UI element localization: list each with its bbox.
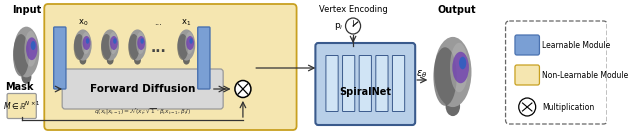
FancyBboxPatch shape [392,55,404,112]
Ellipse shape [79,56,86,65]
Text: ...: ... [150,41,166,55]
Ellipse shape [459,57,467,69]
FancyBboxPatch shape [54,27,66,89]
FancyBboxPatch shape [62,69,223,109]
Ellipse shape [183,56,190,65]
FancyBboxPatch shape [515,35,540,55]
Ellipse shape [129,29,147,61]
Text: x$_1$: x$_1$ [181,18,191,29]
Ellipse shape [31,41,36,50]
Text: p$_i$: p$_i$ [334,21,344,32]
Ellipse shape [21,69,31,84]
Ellipse shape [101,29,119,61]
Ellipse shape [434,37,472,107]
Text: Learnable Module: Learnable Module [542,41,611,50]
Circle shape [346,18,360,34]
Text: x$_0$: x$_0$ [77,18,88,29]
Ellipse shape [74,29,92,61]
Circle shape [235,81,251,98]
FancyBboxPatch shape [506,21,607,124]
Ellipse shape [13,34,29,76]
Ellipse shape [13,27,39,77]
Ellipse shape [83,36,90,50]
Ellipse shape [74,34,84,60]
Ellipse shape [136,32,145,54]
Text: Input: Input [12,5,41,15]
Ellipse shape [452,52,469,83]
Ellipse shape [81,32,90,54]
Ellipse shape [101,34,112,60]
FancyBboxPatch shape [342,55,355,112]
Ellipse shape [177,34,188,60]
Text: Mask: Mask [6,82,34,92]
Ellipse shape [185,32,194,54]
Ellipse shape [86,38,89,44]
Ellipse shape [134,56,141,65]
Ellipse shape [113,38,116,44]
Text: Non-Learnable Module: Non-Learnable Module [542,70,628,80]
Ellipse shape [445,96,460,116]
Ellipse shape [433,47,457,106]
Text: Output: Output [437,5,476,15]
Ellipse shape [107,56,114,65]
FancyBboxPatch shape [376,55,388,112]
Ellipse shape [189,38,193,44]
Ellipse shape [26,37,38,60]
Ellipse shape [178,29,195,61]
Text: $\varepsilon_\theta$: $\varepsilon_\theta$ [416,68,428,80]
FancyBboxPatch shape [316,43,415,125]
Text: $M \in \mathbb{R}^{N\times1}$: $M \in \mathbb{R}^{N\times1}$ [3,100,40,112]
Ellipse shape [128,34,140,60]
FancyBboxPatch shape [44,4,296,130]
FancyBboxPatch shape [359,55,371,112]
Ellipse shape [24,31,37,67]
Text: ...: ... [154,18,162,27]
Circle shape [519,98,536,116]
Ellipse shape [137,36,145,50]
FancyBboxPatch shape [326,55,338,112]
Ellipse shape [186,36,194,50]
Text: Forward Diffusion: Forward Diffusion [90,84,196,94]
Ellipse shape [109,32,117,54]
FancyBboxPatch shape [198,27,210,89]
FancyBboxPatch shape [7,94,36,118]
Text: SpiralNet: SpiralNet [339,87,391,97]
Text: Vertex Encoding: Vertex Encoding [319,5,387,14]
Text: Multiplication: Multiplication [542,103,595,112]
Ellipse shape [450,43,468,92]
FancyBboxPatch shape [515,65,540,85]
Ellipse shape [110,36,118,50]
Ellipse shape [140,38,144,44]
Text: $q(x_t|x_{t-1}) = \mathcal{N}(x_t; \sqrt{1} \cdot \beta_t x_{t-1}, \beta_t I)$: $q(x_t|x_{t-1}) = \mathcal{N}(x_t; \sqrt… [94,107,192,117]
